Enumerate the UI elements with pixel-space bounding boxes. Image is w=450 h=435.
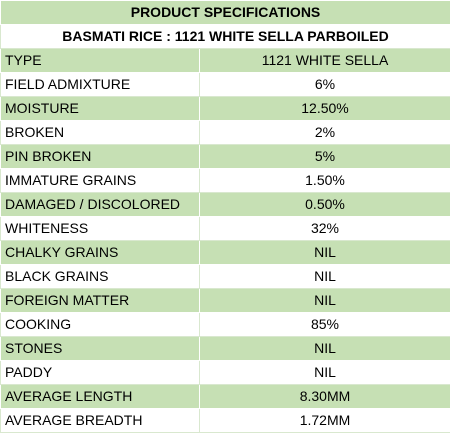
spec-value: 12.50% [199, 96, 450, 121]
spec-value: NIL [199, 240, 450, 265]
table-row: BROKEN 2% [0, 120, 450, 145]
spec-value: 1.72MM [199, 408, 450, 433]
table-row: FOREIGN MATTER NIL [0, 288, 450, 313]
spec-value: 6% [199, 72, 450, 97]
spec-label: PIN BROKEN [0, 144, 200, 169]
spec-value: 5% [199, 144, 450, 169]
table-subtitle: BASMATI RICE : 1121 WHITE SELLA PARBOILE… [0, 24, 450, 49]
spec-label: WHITENESS [0, 216, 200, 241]
spec-label: STONES [0, 336, 200, 361]
spec-value: NIL [199, 288, 450, 313]
spec-label: PADDY [0, 360, 200, 385]
table-row: DAMAGED / DISCOLORED 0.50% [0, 192, 450, 217]
table-row: MOISTURE 12.50% [0, 96, 450, 121]
spec-value: 32% [199, 216, 450, 241]
spec-label: BLACK GRAINS [0, 264, 200, 289]
spec-value: NIL [199, 264, 450, 289]
subtitle-row: BASMATI RICE : 1121 WHITE SELLA PARBOILE… [0, 24, 450, 49]
spec-value: 8.30MM [199, 384, 450, 409]
spec-label: BROKEN [0, 120, 200, 145]
spec-value: 0.50% [199, 192, 450, 217]
table-row: CHALKY GRAINS NIL [0, 240, 450, 265]
spec-value: 85% [199, 312, 450, 337]
table-row: TYPE 1121 WHITE SELLA [0, 48, 450, 73]
table-row: AVERAGE BREADTH 1.72MM [0, 408, 450, 433]
spec-label: AVERAGE LENGTH [0, 384, 200, 409]
table-row: IMMATURE GRAINS 1.50% [0, 168, 450, 193]
table-row: PADDY NIL [0, 360, 450, 385]
spec-value: NIL [199, 360, 450, 385]
spec-label: CHALKY GRAINS [0, 240, 200, 265]
spec-label: AVERAGE BREADTH [0, 408, 200, 433]
spec-value: 1121 WHITE SELLA [199, 48, 450, 73]
spec-value: 1.50% [199, 168, 450, 193]
spec-label: TYPE [0, 48, 200, 73]
spec-label: COOKING [0, 312, 200, 337]
table-row: COOKING 85% [0, 312, 450, 337]
spec-label: FOREIGN MATTER [0, 288, 200, 313]
spec-value: NIL [199, 336, 450, 361]
table-row: FIELD ADMIXTURE 6% [0, 72, 450, 97]
table-row: STONES NIL [0, 336, 450, 361]
table-row: WHITENESS 32% [0, 216, 450, 241]
table-row: BLACK GRAINS NIL [0, 264, 450, 289]
spec-label: DAMAGED / DISCOLORED [0, 192, 200, 217]
table-row: AVERAGE LENGTH 8.30MM [0, 384, 450, 409]
spec-value: 2% [199, 120, 450, 145]
title-row: PRODUCT SPECIFICATIONS [0, 0, 450, 25]
table-row: PIN BROKEN 5% [0, 144, 450, 169]
spec-label: IMMATURE GRAINS [0, 168, 200, 193]
spec-label: MOISTURE [0, 96, 200, 121]
spec-label: FIELD ADMIXTURE [0, 72, 200, 97]
table-title: PRODUCT SPECIFICATIONS [0, 0, 450, 25]
